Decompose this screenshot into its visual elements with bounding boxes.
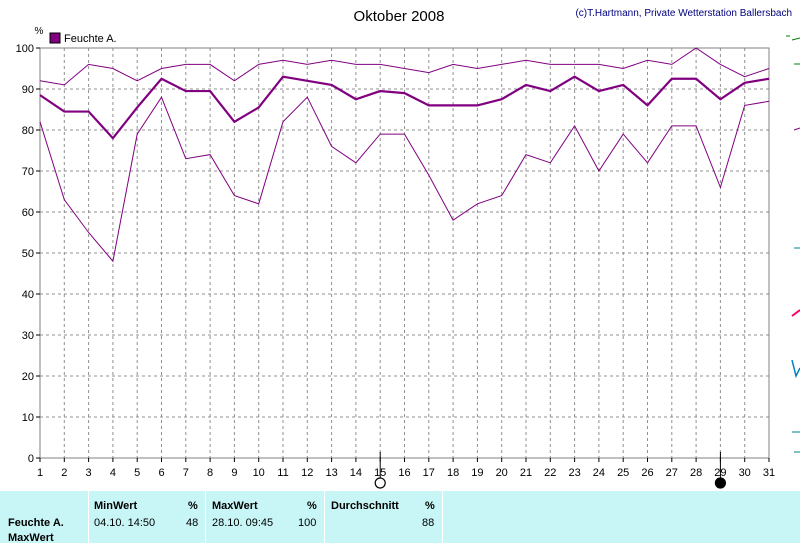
legend: Feuchte A. [49,32,117,45]
x-axis-ticks: 1 2 3 4 5 6 7 8 9 10 11 12 13 14 15 16 17 18 19 20 21 22 23 24 2… [37,458,775,479]
y-tick-label: 100 [16,43,34,55]
y-tick-label: 90 [22,84,34,96]
x-tick-label: 11 [277,467,288,479]
min-date: 04.10. 14:50 [94,517,156,529]
x-tick-label: 20 [496,467,508,479]
x-tick-label: 27 [666,467,678,479]
y-tick-label: 10 [22,412,34,424]
adjacent-panel-fragments [786,35,800,453]
series-lines [39,47,770,263]
x-tick-label: 7 [183,467,189,479]
stats-row-label: Feuchte A. [8,517,64,529]
series-line-avg [39,75,770,140]
avg-header: Durchschnitt [331,500,399,512]
copyright-text: (c)T.Hartmann, Private Wetterstation Bal… [575,8,792,19]
humidity-chart: Oktober 2008 (c)T.Hartmann, Private Wett… [16,8,800,489]
x-tick-label: 24 [593,467,605,479]
x-tick-label: 31 [763,467,775,479]
new-moon-icon [714,477,727,489]
x-tick-label: 19 [471,467,483,479]
full-moon-icon [374,477,386,489]
x-tick-label: 8 [207,467,213,479]
statistics-panel: Feuchte A. MaxWert MinWert % 04.10. 14:5… [0,491,800,544]
x-tick-label: 18 [447,467,459,479]
min-value: 48 [186,517,199,529]
y-axis-ticks: 0 10 20 30 40 50 60 70 80 90 100 [16,43,40,465]
avg-value: 88 [422,517,435,529]
y-tick-label: 50 [22,248,34,260]
x-tick-label: 16 [398,467,410,479]
x-tick-label: 12 [301,467,313,479]
y-tick-label: 20 [22,371,34,383]
x-tick-label: 21 [520,467,532,479]
x-tick-label: 25 [617,467,629,479]
x-tick-label: 14 [350,467,362,479]
x-tick-label: 26 [641,467,653,479]
x-tick-label: 6 [158,467,164,479]
x-tick-label: 2 [61,467,67,479]
moon-markers [374,452,727,489]
min-header: MinWert [94,500,138,512]
y-tick-label: 30 [22,330,34,342]
y-tick-label: 80 [22,125,34,137]
x-tick-label: 10 [253,467,265,479]
x-tick-label: 23 [568,467,580,479]
x-tick-label: 9 [231,467,237,479]
max-date: 28.10. 09:45 [212,517,274,529]
avg-unit: % [425,500,435,512]
max-header: MaxWert [212,500,258,512]
x-tick-label: 5 [134,467,140,479]
x-tick-label: 3 [86,467,92,479]
y-tick-label: 60 [22,207,34,219]
legend-swatch [49,32,61,44]
y-tick-label: 40 [22,289,34,301]
max-value: 100 [298,517,317,529]
min-unit: % [188,500,198,512]
y-tick-label: 70 [22,166,34,178]
series-line-max [39,47,770,86]
stats-row-label-secondary: MaxWert [8,532,54,544]
legend-label: Feuchte A. [64,33,117,45]
chart-title: Oktober 2008 [354,8,445,25]
max-unit: % [307,500,317,512]
x-tick-label: 1 [37,467,43,479]
y-axis-unit: % [35,26,44,37]
x-tick-label: 4 [110,467,116,479]
x-tick-label: 13 [325,467,337,479]
series-line-min [39,96,770,263]
x-tick-label: 17 [423,467,435,479]
y-tick-label: 0 [28,453,34,465]
x-tick-label: 22 [544,467,556,479]
grid [40,48,769,458]
x-tick-label: 30 [739,467,751,479]
x-tick-label: 28 [690,467,702,479]
